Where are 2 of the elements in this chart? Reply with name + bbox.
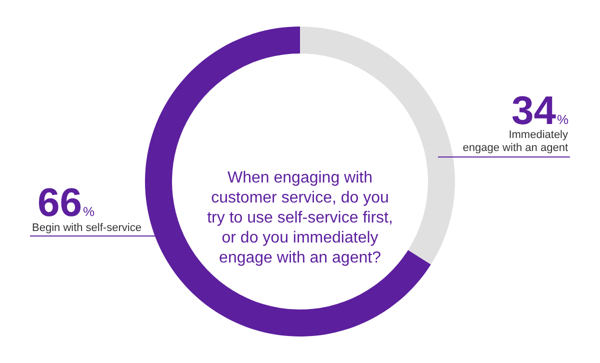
text: When engaging with customer service, do you try to use self-service first, or do you immediately engage with an agent? xyxy=(207,170,393,266)
slice-label: Begin with self-service xyxy=(32,222,142,234)
